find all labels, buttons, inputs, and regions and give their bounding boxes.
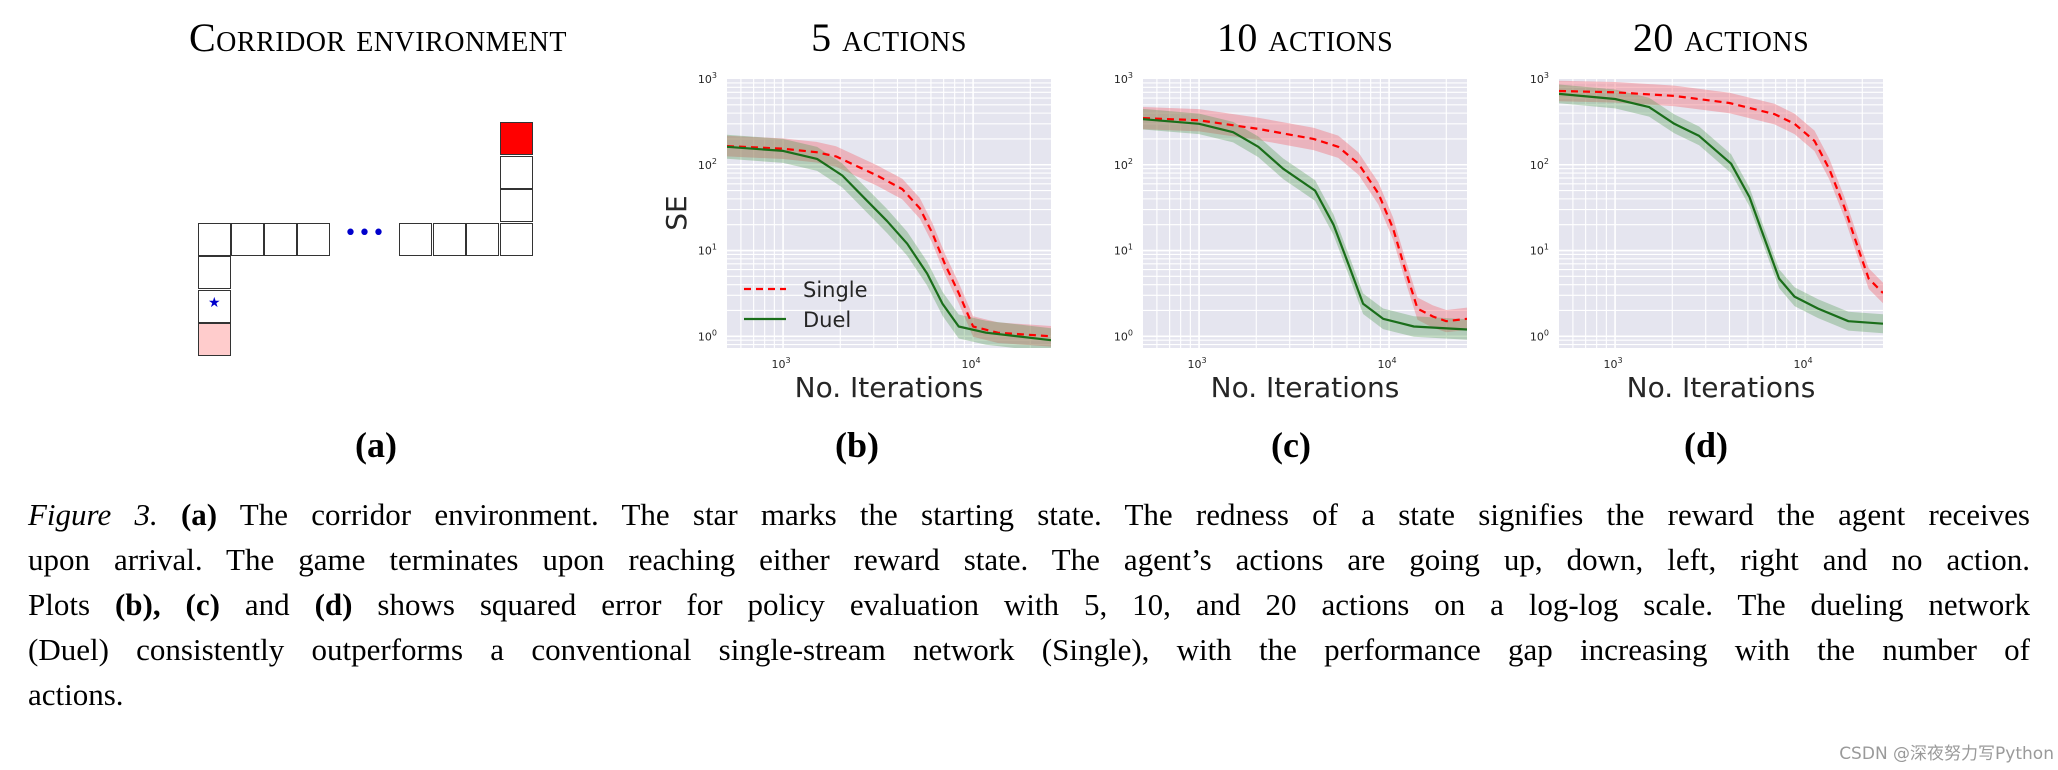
panel-b-title-num: 5 [811,15,832,60]
x-axis-label: No. Iterations [1627,371,1816,404]
y-tick-label: 102 [1530,157,1549,172]
grid-cell [198,223,231,256]
x-axis-label: No. Iterations [795,371,984,404]
figure-caption: Figure 3. (a) The corridor environment. … [28,492,2030,717]
subfigure-label-c: (c) [1271,425,1311,465]
panel-d-title-num: 20 [1632,15,1674,60]
terminal-state-low-reward [198,323,231,356]
watermark: CSDN @深夜努力写Python [1839,744,2054,764]
subfigure-label-b: (b) [835,425,879,465]
single-series-line [1143,117,1467,323]
gridlines [727,79,1051,348]
legend-single-label: Single [803,278,868,302]
caption-line: Plots (b), (c) and (d) shows squared err… [28,587,2031,622]
grid-cell [399,223,432,256]
panel-d-title: 20 actions [1633,14,1809,61]
grid-cell [297,223,330,256]
grid-cell [433,223,466,256]
y-tick-label: 102 [698,157,717,172]
grid-cell [231,223,264,256]
y-tick-label: 101 [1114,243,1133,258]
x-tick-label: 104 [1378,356,1397,371]
panel-b-title: 5 actions [811,14,967,61]
single-series-line [727,145,1051,338]
duel-series-line [1559,92,1883,325]
single-confidence-band [727,135,1051,347]
y-tick-label: 101 [1530,243,1549,258]
legend: Single Duel [744,278,868,332]
y-tick-label: 103 [1530,71,1549,86]
y-tick-label: 100 [698,328,717,343]
caption-line: (Duel) consistently outperforms a conven… [28,632,2030,667]
x-tick-label: 103 [1188,356,1207,371]
y-tick-label: 100 [1530,328,1549,343]
y-axis-label: SE [660,195,693,230]
caption-line: Figure 3. (a) The corridor environment. … [28,497,2030,532]
panel-c-title: 10 actions [1217,14,1393,61]
panel-a-title: Corridor environment [189,14,567,61]
grid-cell [500,189,533,222]
single-series-line [1559,89,1883,294]
y-tick-label: 102 [1114,157,1133,172]
start-state-cell: ★ [198,290,231,323]
figure-number: Figure 3. [28,497,181,532]
caption-line: actions. [28,677,124,712]
terminal-state-high-reward [500,122,533,155]
y-tick-label: 103 [1114,71,1133,86]
ellipsis-dots: ••• [344,221,386,246]
panel-b-title-word: actions [842,15,967,60]
grid-cell [500,156,533,189]
panel-a-title-rest: orridor environment [216,15,568,60]
caption-line: upon arrival. The game terminates upon r… [28,542,2030,577]
x-tick-label: 104 [1794,356,1813,371]
single-confidence-band [1143,107,1467,333]
panel-c-title-word: actions [1268,15,1394,60]
x-tick-label: 104 [962,356,981,371]
duel-confidence-band [727,134,1051,348]
gridlines [1143,79,1467,348]
panel-a-title-initial: C [188,15,217,60]
x-tick-label: 103 [1604,356,1623,371]
duel-series-line [1143,118,1467,331]
panel-c-title-num: 10 [1216,15,1258,60]
subfigure-label-d: (d) [1684,425,1728,465]
single-confidence-band [1559,80,1883,304]
grid-cell [264,223,297,256]
duel-series-line [727,145,1051,342]
duel-confidence-band [1143,108,1467,340]
grid-cell [466,223,499,256]
subfigure-label-a: (a) [355,425,397,465]
star-icon: ★ [208,295,221,311]
y-tick-label: 101 [698,243,717,258]
x-axis-label: No. Iterations [1211,371,1400,404]
y-tick-label: 100 [1114,328,1133,343]
panel-d-title-word: actions [1684,15,1810,60]
legend-duel-label: Duel [803,308,851,332]
y-tick-label: 103 [698,71,717,86]
grid-cell [500,223,533,256]
grid-cell [198,256,231,289]
x-tick-label: 103 [772,356,791,371]
